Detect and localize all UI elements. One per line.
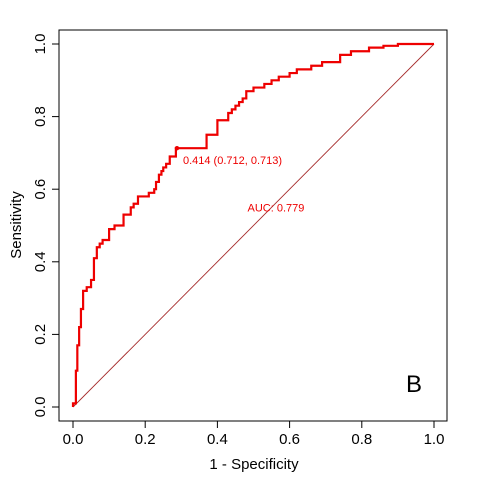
x-tick-label: 0.0 bbox=[63, 431, 84, 448]
threshold-point-marker bbox=[174, 145, 180, 151]
y-tick-label: 0.0 bbox=[32, 397, 49, 418]
x-tick-label: 0.8 bbox=[351, 431, 372, 448]
panel-label: B bbox=[406, 371, 422, 398]
x-tick-label: 0.4 bbox=[207, 431, 228, 448]
roc-curve-line bbox=[71, 42, 434, 407]
y-tick-label: 1.0 bbox=[32, 34, 49, 55]
x-tick-label: 0.2 bbox=[135, 431, 156, 448]
y-tick-label: 0.2 bbox=[32, 324, 49, 345]
y-axis-label: Sensitivity bbox=[8, 191, 25, 259]
plot-frame bbox=[58, 29, 448, 422]
y-tick-label: 0.4 bbox=[32, 251, 49, 272]
axes: 0.0 0.2 0.4 0.6 0.8 1.0 0.0 0.2 0.4 0.6 0.8 1.0 bbox=[32, 29, 448, 448]
y-tick-label: 0.8 bbox=[32, 106, 49, 127]
series-layer bbox=[71, 42, 434, 407]
threshold-annotation: 0.414 (0.712, 0.713) bbox=[183, 155, 282, 167]
y-tick-label: 0.6 bbox=[32, 179, 49, 200]
x-axis-label: 1 - Specificity bbox=[209, 456, 299, 473]
x-tick-label: 1.0 bbox=[424, 431, 445, 448]
x-tick-label: 0.6 bbox=[279, 431, 300, 448]
annotations: 0.414 (0.712, 0.713) AUC: 0.779 bbox=[174, 145, 305, 215]
chance-diagonal-line bbox=[72, 43, 435, 408]
auc-annotation: AUC: 0.779 bbox=[248, 203, 305, 215]
reference-diagonal bbox=[72, 43, 435, 408]
